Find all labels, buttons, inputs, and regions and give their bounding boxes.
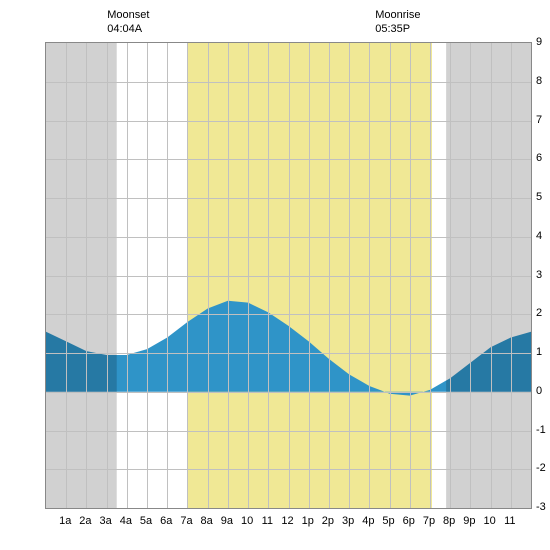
grid-h: [46, 82, 531, 83]
moonrise-title: Moonrise: [375, 8, 420, 22]
y-tick: -3: [536, 501, 546, 513]
x-tick: 3a: [100, 515, 112, 527]
x-tick: 11: [262, 515, 273, 527]
y-tick: 2: [536, 307, 542, 319]
x-tick: 10: [241, 515, 253, 527]
y-tick: -1: [536, 424, 546, 436]
y-tick: 7: [536, 114, 542, 126]
moonset-label: Moonset 04:04A: [107, 8, 149, 37]
moonset-title: Moonset: [107, 8, 149, 22]
x-tick: 7a: [180, 515, 192, 527]
y-tick: 9: [536, 36, 542, 48]
y-tick: 0: [536, 385, 542, 397]
x-tick: 1p: [302, 515, 314, 527]
plot-area: [45, 42, 532, 509]
tide-chart: Moonset 04:04A Moonrise 05:35P 1a 2a 3a 4a 5…: [0, 0, 550, 550]
x-tick: 9a: [221, 515, 233, 527]
y-tick: 1: [536, 346, 542, 358]
grid-h: [46, 198, 531, 199]
x-tick: 1a: [59, 515, 71, 527]
grid-h: [46, 237, 531, 238]
x-tick: 10: [483, 515, 495, 527]
x-tick: 11: [504, 515, 515, 527]
moonset-time: 04:04A: [107, 22, 149, 36]
x-tick: 6p: [403, 515, 415, 527]
x-tick: 4a: [120, 515, 132, 527]
y-tick: -2: [536, 462, 546, 474]
x-tick: 4p: [362, 515, 374, 527]
grid-h: [46, 159, 531, 160]
x-tick: 9p: [463, 515, 475, 527]
grid-h: [46, 353, 531, 354]
grid-h: [46, 314, 531, 315]
x-tick: 3p: [342, 515, 354, 527]
y-tick: 5: [536, 191, 542, 203]
grid-h: [46, 392, 531, 393]
x-tick: 8a: [201, 515, 213, 527]
x-tick: 5p: [382, 515, 394, 527]
y-tick: 3: [536, 269, 542, 281]
x-tick: 2p: [322, 515, 334, 527]
x-tick: 5a: [140, 515, 152, 527]
y-tick: 6: [536, 152, 542, 164]
x-tick: 6a: [160, 515, 172, 527]
moonrise-time: 05:35P: [375, 22, 420, 36]
moonrise-label: Moonrise 05:35P: [375, 8, 420, 37]
x-tick: 12: [281, 515, 293, 527]
grid-h: [46, 469, 531, 470]
grid-h: [46, 276, 531, 277]
y-tick: 8: [536, 75, 542, 87]
x-tick: 7p: [423, 515, 435, 527]
y-tick: 4: [536, 230, 542, 242]
grid-h: [46, 121, 531, 122]
grid-h: [46, 431, 531, 432]
x-tick: 2a: [79, 515, 91, 527]
x-tick: 8p: [443, 515, 455, 527]
